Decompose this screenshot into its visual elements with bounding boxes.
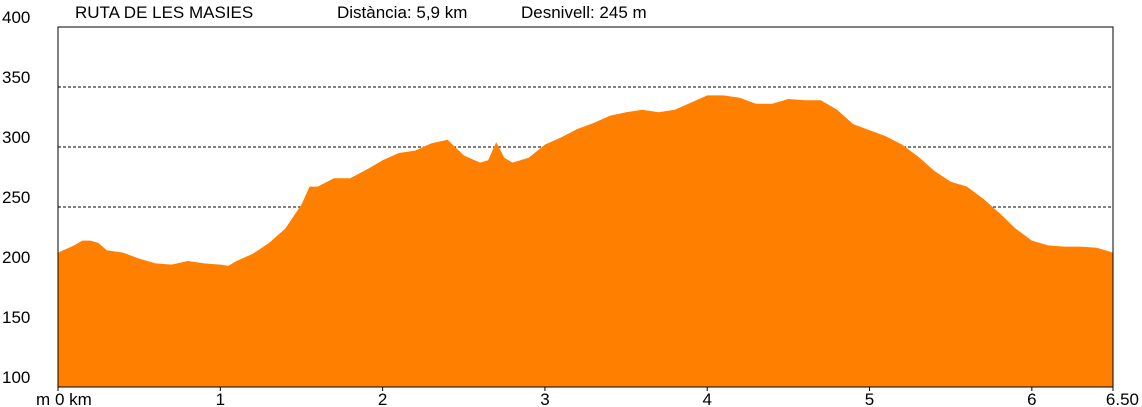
plot-frame — [57, 26, 1114, 388]
chart-title: RUTA DE LES MASIES — [75, 3, 253, 22]
elevation-area — [58, 95, 1113, 388]
y-tick-label: 300 — [2, 128, 30, 147]
x-tick-label: 2 — [378, 390, 387, 407]
elevation-gain: Desnivell: 245 m — [521, 3, 647, 22]
x-tick-label: 4 — [702, 390, 711, 407]
x-tick-label: 3 — [540, 390, 549, 407]
y-tick-label: 100 — [2, 368, 30, 387]
y-tick-label: 400 — [2, 8, 30, 27]
y-tick-label: 250 — [2, 188, 30, 207]
x-tick-label: 6 — [1027, 390, 1036, 407]
y-tick-label: 200 — [2, 248, 30, 267]
x-tick-label: 6.50 — [1106, 390, 1139, 407]
x-tick-label: 1 — [216, 390, 225, 407]
y-tick-label: 150 — [2, 308, 30, 327]
distance: Distància: 5,9 km — [337, 3, 467, 22]
x-tick-label: 0 km — [55, 390, 92, 407]
y-unit: m — [36, 390, 50, 407]
x-tick-label: 5 — [865, 390, 874, 407]
y-tick-label: 350 — [2, 68, 30, 87]
